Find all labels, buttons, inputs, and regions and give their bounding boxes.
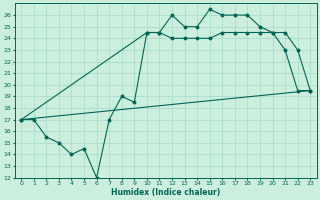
X-axis label: Humidex (Indice chaleur): Humidex (Indice chaleur) [111, 188, 220, 197]
